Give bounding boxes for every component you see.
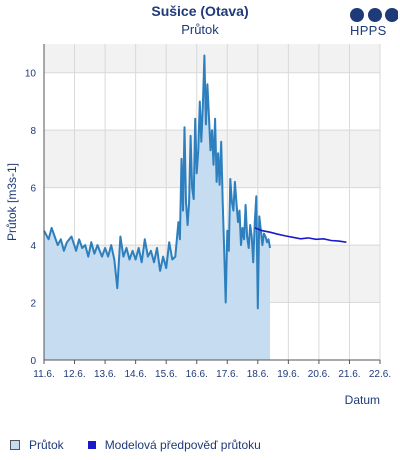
x-tick-label: 12.6. [63, 369, 85, 380]
observed-area [44, 55, 271, 360]
chart-subtitle: Průtok [181, 22, 219, 37]
legend: Průtok Modelová předpověď průtoku [10, 436, 285, 454]
flow-chart: 0 2 4 6 8 10 11.6. 12.6. 13.6. 14.6. 15.6. 16.6. 17.… [5, 44, 391, 407]
y-tick-label: 4 [30, 241, 36, 252]
y-tick-label: 10 [25, 69, 37, 80]
x-tick-label: 20.6. [308, 369, 330, 380]
x-tick-label: 19.6. [277, 369, 299, 380]
observed-line [43, 54, 271, 310]
x-tick-label: 14.6. [125, 369, 147, 380]
y-tick-label: 2 [30, 299, 36, 310]
grid-band [44, 44, 380, 73]
logo-text: HPPS [350, 23, 387, 38]
x-tick-label: 22.6. [369, 369, 391, 380]
legend-label-observed: Průtok [29, 438, 64, 452]
forecast-line [254, 227, 347, 243]
x-tick-label: 11.6. [33, 369, 55, 380]
y-axis-label: Průtok [m3s-1] [5, 163, 19, 241]
x-tick-label: 21.6. [338, 369, 360, 380]
x-tick-label: 18.6. [247, 369, 269, 380]
y-tick-label: 8 [30, 126, 36, 137]
legend-label-forecast: Modelová předpověď průtoku [104, 438, 261, 452]
x-tick-label: 17.6. [216, 369, 238, 380]
observed-swatch-icon [10, 440, 20, 450]
x-tick-label: 16.6. [186, 369, 208, 380]
x-tick-label: 15.6. [155, 369, 177, 380]
y-tick-label: 6 [30, 184, 36, 195]
x-tick-label: 13.6. [94, 369, 116, 380]
x-axis-label: Datum [345, 393, 380, 407]
y-tick-label: 0 [30, 356, 36, 367]
chart-title: Sušice (Otava) [151, 3, 249, 19]
hpps-logo-icon [350, 7, 398, 23]
forecast-swatch-icon [87, 441, 96, 449]
